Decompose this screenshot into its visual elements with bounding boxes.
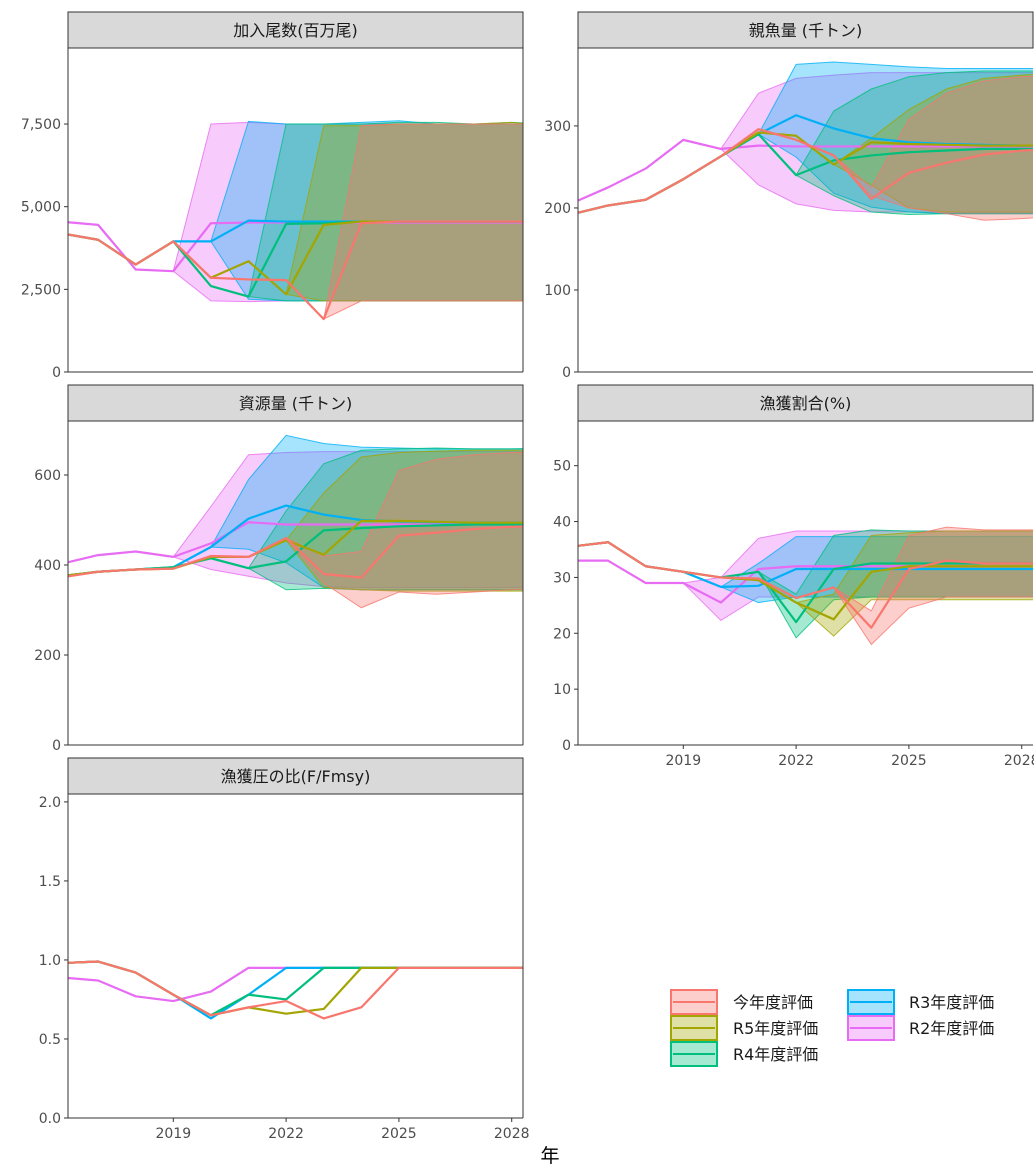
legend-item: R5年度評価 [670,1015,818,1041]
legend-item: R4年度評価 [670,1041,818,1067]
legend-label: R2年度評価 [909,1019,994,1038]
series-line-今年度評価 [578,128,1033,214]
x-tick-label: 2028 [1004,753,1034,769]
y-tick-label: 600 [34,468,61,484]
panel-stock-biomass: 資源量 (千トン) 0 200 400 600 [34,384,524,754]
y-tick-label: 7,500 [21,117,61,133]
x-tick-label: 2025 [381,1126,417,1142]
panel-title: 漁獲割合(%) [760,394,852,413]
y-tick-label: 30 [553,570,571,586]
y-tick-label: 40 [553,515,571,531]
x-tick-label: 2019 [665,753,701,769]
y-tick-label: 200 [34,648,61,664]
panel-title: 加入尾数(百万尾) [233,21,358,40]
y-tick-label: 2.0 [39,795,61,811]
x-tick-label: 2028 [494,1126,530,1142]
ribbon-R4年度評価 [757,529,1033,639]
y-tick-label: 0 [52,738,61,754]
ribbon-今年度評価 [833,75,1033,221]
legend: 今年度評価 R5年度評価 R4年度評価 R3年度評価 R2年度評価 [670,989,994,1067]
x-axis-title: 年 [540,1145,559,1167]
y-tick-label: 10 [553,682,571,698]
legend-item: R2年度評価 [847,1015,994,1041]
panel-recruitment: 加入尾数(百万尾) 0 2,500 5,000 7,500 [21,11,524,381]
x-tick-label: 2022 [268,1126,304,1142]
y-tick-label: 0 [562,738,571,754]
y-tick-label: 100 [544,283,571,299]
legend-label: R4年度評価 [733,1045,818,1064]
x-tick-label: 2025 [891,753,927,769]
ribbon-今年度評価 [833,526,1033,646]
panel-title: 漁獲圧の比(F/Fmsy) [221,767,371,786]
panel-title: 資源量 (千トン) [239,394,353,413]
y-tick-label: 400 [34,558,61,574]
series-line-今年度評価 [68,960,523,1020]
legend-label: 今年度評価 [733,993,813,1012]
x-tick-label: 2019 [155,1126,191,1142]
legend-label: R5年度評価 [733,1019,818,1038]
x-tick-label: 2022 [778,753,814,769]
y-tick-label: 0 [562,365,571,381]
y-tick-label: 5,000 [21,200,61,216]
panel-fishing-pressure-ratio: 漁獲圧の比(F/Fmsy) 0.0 0.5 1.0 1.5 2.0 2019 2022 20… [39,757,530,1142]
y-tick-label: 0.5 [39,1032,61,1048]
y-tick-label: 200 [544,201,571,217]
y-tick-label: 20 [553,626,571,642]
panel-spawning-biomass: 親魚量 (千トン) 0 100 200 300 [544,11,1034,381]
series-line-今年度評価 [68,525,523,579]
legend-item: 今年度評価 [670,989,813,1015]
series-line-今年度評価 [68,220,523,321]
y-tick-label: 50 [553,459,571,475]
legend-item: R3年度評価 [847,989,994,1015]
legend-label: R3年度評価 [909,993,994,1012]
panel-harvest-rate: 漁獲割合(%) 0 10 20 30 40 50 2019 2022 2025 2028 [553,384,1034,769]
ribbon-R3年度評価 [757,61,1033,215]
series-line-今年度評価 [578,541,1033,629]
y-tick-label: 2,500 [21,282,61,298]
ribbon-今年度評価 [285,452,523,609]
y-tick-label: 0 [52,365,61,381]
y-tick-label: 300 [544,119,571,135]
panel-title: 親魚量 (千トン) [749,21,863,40]
y-tick-label: 1.0 [39,953,61,969]
y-tick-label: 0.0 [39,1111,61,1127]
y-tick-label: 1.5 [39,874,61,890]
